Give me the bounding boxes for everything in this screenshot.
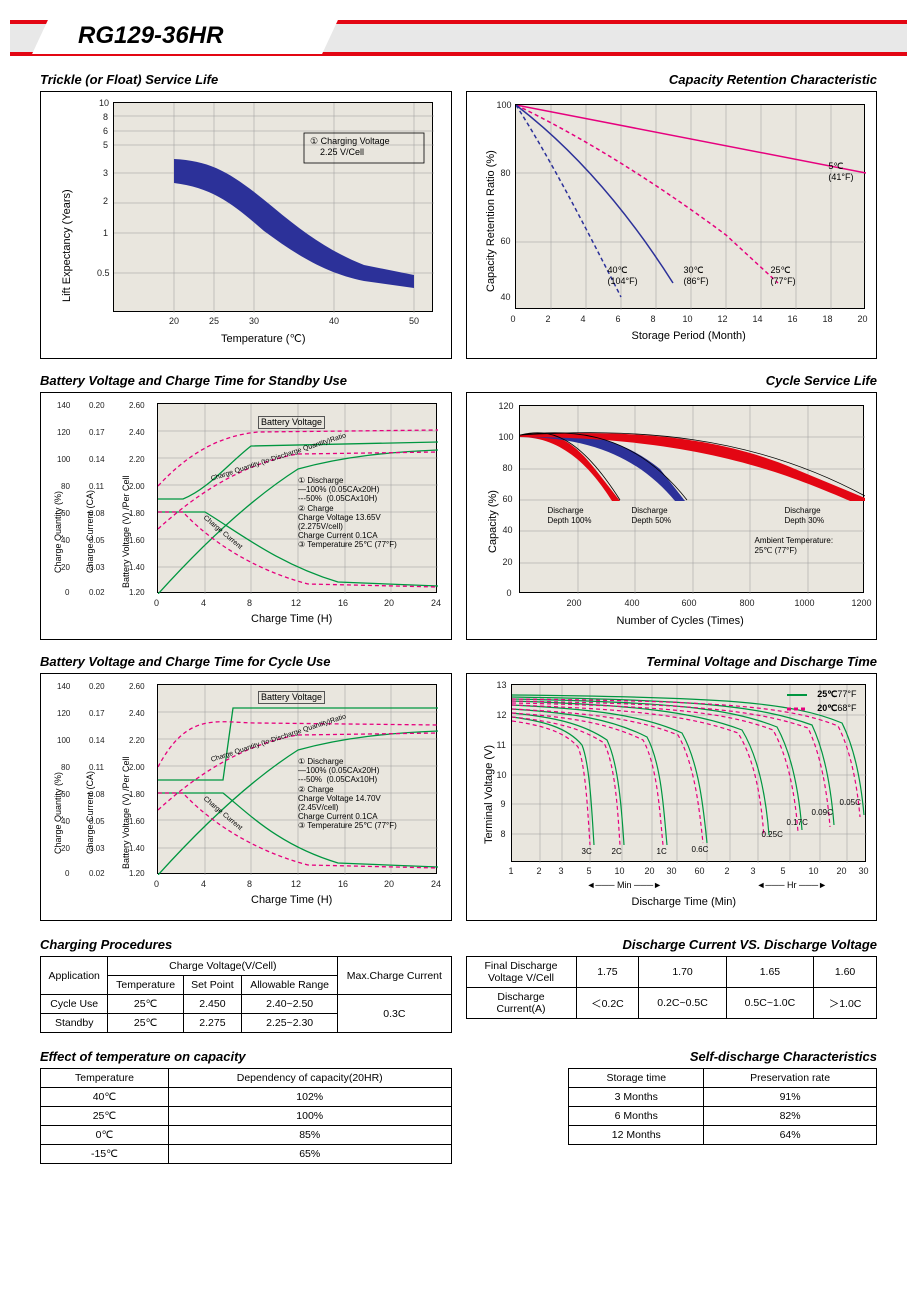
tv-plot: 25℃77°F 20℃68°F 3C 2C 1C 0.6C 0.25C 0.17…	[511, 684, 866, 862]
title-temp-capacity: Effect of temperature on capacity	[40, 1049, 452, 1064]
table-row: Storage time Preservation rate	[569, 1069, 877, 1088]
table-charging-procedures: Application Charge Voltage(V/Cell) Max.C…	[40, 956, 452, 1033]
trickle-note: ① Charging Voltage 2.25 V/Cell	[310, 136, 390, 158]
tv-legend-25: 25℃77°F	[817, 689, 856, 700]
header-bar: RG129-36HR	[0, 20, 917, 56]
cycle-life-plot: DischargeDepth 100% DischargeDepth 50% D…	[519, 405, 864, 593]
cap-ret-xlabel: Storage Period (Month)	[632, 330, 746, 342]
table-row: Application Charge Voltage(V/Cell) Max.C…	[41, 957, 452, 976]
tv-ylabel: Terminal Voltage (V)	[483, 745, 495, 844]
table-row: 6 Months82%	[569, 1107, 877, 1126]
title-self-discharge: Self-discharge Characteristics	[466, 1049, 878, 1064]
chart-cycle-charge: Charge Quantity (%) Charge Current (CA) …	[40, 673, 452, 921]
table-row: -15℃65%	[41, 1145, 452, 1164]
chart-trickle: Lift Expectancy (Years)	[40, 91, 452, 359]
title-terminal-voltage: Terminal Voltage and Discharge Time	[466, 654, 878, 669]
title-cycle-charge: Battery Voltage and Charge Time for Cycl…	[40, 654, 452, 669]
table-self-discharge: Storage time Preservation rate 3 Months9…	[568, 1068, 877, 1145]
table-discharge-vs: Final Discharge Voltage V/Cell 1.75 1.70…	[466, 956, 878, 1019]
chart-terminal-voltage: Terminal Voltage (V)	[466, 673, 878, 921]
standby-annot-bv: Battery Voltage	[258, 416, 325, 429]
standby-y1: Charge Quantity (%)	[53, 491, 63, 573]
cycle-life-ambient: Ambient Temperature:25℃ (77°F)	[755, 536, 834, 555]
standby-y2: Charge Current (CA)	[85, 490, 95, 573]
title-standby: Battery Voltage and Charge Time for Stan…	[40, 373, 452, 388]
table-row: 25℃100%	[41, 1107, 452, 1126]
table-row: 12 Months64%	[569, 1126, 877, 1145]
tv-svg	[512, 685, 867, 863]
title-charging-proc: Charging Procedures	[40, 937, 452, 952]
trickle-xlabel: Temperature (℃)	[221, 332, 306, 345]
table-row: Discharge Current(A) ＜0.2C 0.2C~0.5C 0.5…	[466, 988, 877, 1019]
cycle-life-svg	[520, 406, 865, 594]
table-row: 40℃102%	[41, 1088, 452, 1107]
trickle-ylabel: Lift Expectancy (Years)	[61, 189, 73, 302]
standby-xlabel: Charge Time (H)	[251, 613, 332, 625]
table-row: 3 Months91%	[569, 1088, 877, 1107]
cycle-charge-plot: Battery Voltage Charge Quantity (to-Disc…	[157, 684, 437, 874]
chart-standby: Charge Quantity (%) Charge Current (CA) …	[40, 392, 452, 640]
cap-ret-ylabel: Capacity Retention Ratio (%)	[485, 150, 497, 292]
chart-cap-ret: Capacity Retention Ratio (%)	[466, 91, 878, 359]
standby-plot: Battery Voltage Charge Quantity (to-Disc…	[157, 403, 437, 593]
cycle-charge-note: ① Discharge—100% (0.05CAx20H)---50% (0.0…	[298, 757, 397, 831]
table-row: 0℃85%	[41, 1126, 452, 1145]
title-discharge-vs: Discharge Current VS. Discharge Voltage	[466, 937, 878, 952]
title-trickle: Trickle (or Float) Service Life	[40, 72, 452, 87]
table-row: Final Discharge Voltage V/Cell 1.75 1.70…	[466, 957, 877, 988]
chart-cycle-life: Capacity (%)	[466, 392, 878, 640]
title-cap-ret: Capacity Retention Characteristic	[466, 72, 878, 87]
title-cycle-life: Cycle Service Life	[466, 373, 878, 388]
standby-note: ① Discharge—100% (0.05CAx20H)---50% (0.0…	[298, 476, 397, 550]
product-code: RG129-36HR	[78, 22, 223, 50]
trickle-svg	[114, 103, 434, 313]
tv-legend-20: 20℃68°F	[817, 703, 856, 714]
trickle-plot: ① Charging Voltage 2.25 V/Cell	[113, 102, 433, 312]
cycle-life-xlabel: Number of Cycles (Times)	[617, 615, 744, 627]
cycle-life-ylabel: Capacity (%)	[487, 490, 499, 553]
table-temp-capacity: Temperature Dependency of capacity(20HR)…	[40, 1068, 452, 1164]
table-row: Temperature Dependency of capacity(20HR)	[41, 1069, 452, 1088]
cap-ret-plot: 5℃(41°F) 25℃(77°F) 30℃(86°F) 40℃(104°F)	[515, 104, 865, 309]
table-row: Cycle Use 25℃ 2.450 2.40~2.50 0.3C	[41, 995, 452, 1014]
